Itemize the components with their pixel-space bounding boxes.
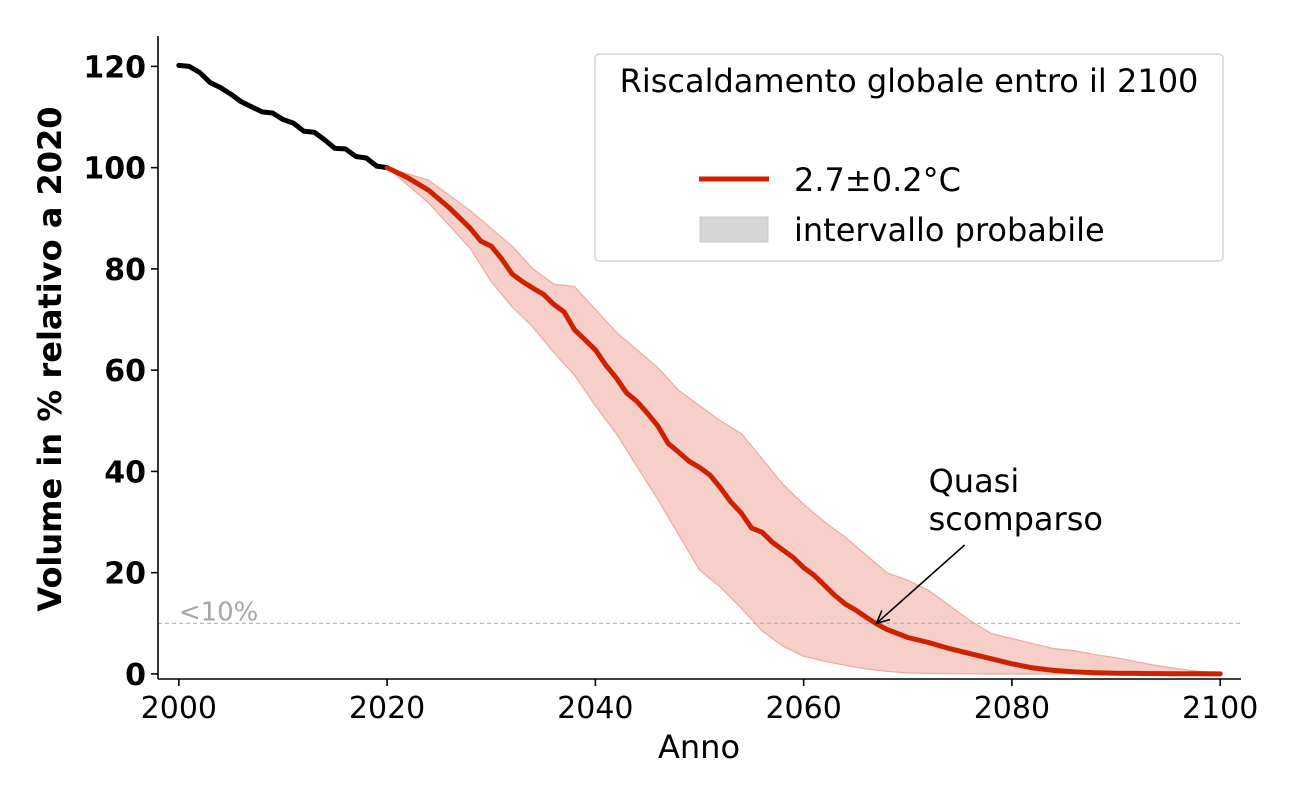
y-tick-label: 20	[104, 557, 146, 592]
series-line-projection	[384, 165, 1223, 677]
y-tick-label: 100	[83, 152, 146, 187]
y-tick-label: 60	[104, 354, 146, 389]
y-tick-label: 0	[125, 658, 146, 693]
y-ticks: 0 20 40 60 80 100 120	[83, 50, 158, 693]
x-ticks: 2000 2020 2040 2060 2080 2100	[141, 679, 1258, 726]
x-tick-label: 2020	[349, 691, 425, 726]
x-tick-label: 2000	[141, 691, 217, 726]
y-tick-label: 120	[83, 50, 146, 85]
x-tick-label: 2080	[974, 691, 1050, 726]
series-line-historical	[176, 62, 390, 171]
x-tick-label: 2100	[1182, 691, 1258, 726]
legend-frame	[594, 53, 1224, 262]
reference-line-label: <10%	[179, 597, 259, 627]
annotation-text-line-2: scomparso	[929, 500, 1103, 538]
annotation-arrow	[875, 544, 966, 624]
x-axis-label: Anno	[658, 728, 740, 766]
y-tick-label: 80	[104, 253, 146, 288]
annotation: Quasi scomparso	[875, 462, 1103, 625]
x-tick-label: 2060	[765, 691, 841, 726]
y-axis-label: Volume in % relativo a 2020	[31, 106, 69, 611]
y-tick-label: 40	[104, 455, 146, 490]
series-layer	[176, 62, 1223, 677]
x-tick-label: 2040	[557, 691, 633, 726]
annotation-arrowhead	[875, 610, 891, 625]
annotation-text-line-1: Quasi	[929, 462, 1020, 500]
legend-entry-patch-label: intervallo probabile	[794, 211, 1105, 249]
legend-title: Riscaldamento globale entro il 2100	[620, 62, 1199, 100]
legend: Riscaldamento globale entro il 2100 2.7±…	[594, 53, 1224, 262]
legend-entry-line-label: 2.7±0.2°C	[794, 161, 961, 199]
legend-swatch-patch	[699, 216, 769, 243]
